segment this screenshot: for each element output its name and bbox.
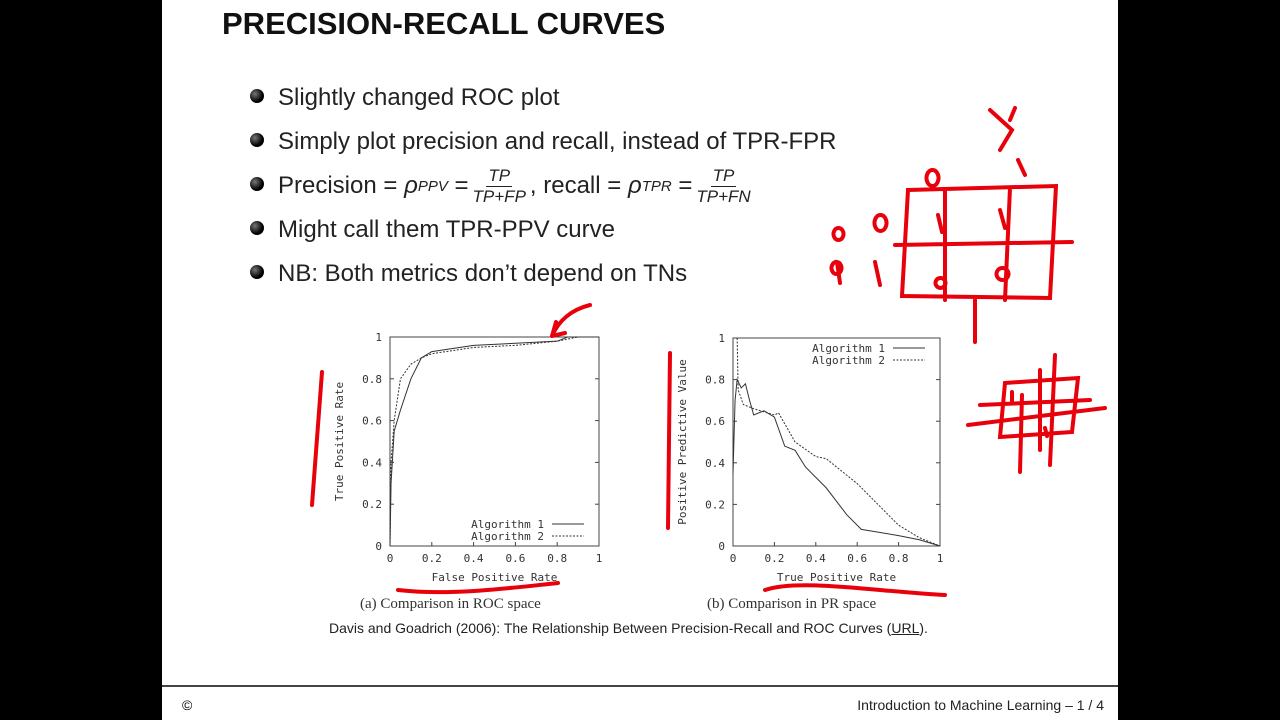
equals: = bbox=[454, 172, 469, 199]
x-tick-label: 0.2 bbox=[422, 552, 442, 565]
bullet: Slightly changed ROC plot bbox=[250, 76, 836, 120]
numerator: TP bbox=[710, 165, 737, 187]
y-axis-label: True Positive Rate bbox=[333, 382, 346, 501]
bullet-text: NB: Both metrics don’t depend on TNs bbox=[278, 260, 688, 287]
equals: = bbox=[607, 172, 622, 199]
series-line-1 bbox=[389, 336, 599, 547]
x-tick-label: 0.2 bbox=[764, 552, 784, 565]
ppv-subscript: PPV bbox=[417, 177, 448, 195]
series-line-2 bbox=[736, 337, 941, 547]
legend-label: Algorithm 2 bbox=[812, 354, 885, 367]
caption-roc: (a) Comparison in ROC space bbox=[360, 596, 541, 612]
recall-fraction: TP TP+FN bbox=[696, 166, 750, 207]
x-tick-label: 0.6 bbox=[505, 552, 525, 565]
series-line-2 bbox=[389, 336, 599, 547]
bullet-text: Simply plot precision and recall, instea… bbox=[278, 128, 837, 155]
y-tick-label: 0.4 bbox=[705, 457, 725, 470]
series-line-1 bbox=[732, 377, 941, 547]
y-tick-label: 0.8 bbox=[362, 373, 382, 386]
x-tick-label: 0 bbox=[387, 552, 394, 565]
x-axis-label: False Positive Rate bbox=[432, 571, 558, 584]
bullet: Simply plot precision and recall, instea… bbox=[250, 120, 836, 164]
y-tick-label: 0.2 bbox=[705, 498, 725, 511]
bullet-icon bbox=[250, 89, 264, 103]
rho: ρ bbox=[627, 172, 642, 199]
bullet-text: Slightly changed ROC plot bbox=[278, 84, 560, 111]
denominator: TP+FP bbox=[472, 186, 526, 206]
x-axis-label: True Positive Rate bbox=[777, 571, 896, 584]
y-tick-label: 0 bbox=[375, 540, 382, 553]
footer-text: Introduction to Machine Learning – 1 / 4 bbox=[857, 697, 1104, 713]
x-tick-label: 0.8 bbox=[547, 552, 567, 565]
citation-end: ). bbox=[919, 620, 928, 636]
slide-title: PRECISION-RECALL CURVES bbox=[222, 6, 666, 41]
plot-frame bbox=[389, 336, 600, 547]
y-tick-label: 1 bbox=[718, 332, 725, 345]
rho: ρ bbox=[404, 172, 418, 199]
y-tick-label: 0.8 bbox=[705, 374, 725, 387]
x-tick-label: 0.4 bbox=[464, 552, 484, 565]
x-tick-label: 0.8 bbox=[889, 552, 909, 565]
bullet-list: Slightly changed ROC plot Simply plot pr… bbox=[250, 76, 836, 296]
caption-pr: (b) Comparison in PR space bbox=[707, 596, 877, 612]
equals: = bbox=[383, 172, 398, 199]
tpr-subscript: TPR bbox=[641, 177, 672, 195]
x-tick-label: 0.4 bbox=[806, 552, 826, 565]
precision-label: Precision bbox=[278, 172, 377, 199]
x-tick-label: 1 bbox=[937, 552, 944, 565]
y-tick-label: 1 bbox=[375, 331, 382, 344]
precision-fraction: TP TP+FP bbox=[473, 166, 526, 207]
denominator: TP+FN bbox=[696, 186, 751, 206]
citation-link[interactable]: URL bbox=[891, 620, 920, 636]
legend-label: Algorithm 1 bbox=[471, 518, 544, 531]
y-axis-label: Positive Predictive Value bbox=[676, 359, 689, 525]
bullet: Might call them TPR-PPV curve bbox=[250, 208, 836, 252]
bullet: NB: Both metrics don’t depend on TNs bbox=[250, 252, 836, 296]
citation-text: Davis and Goadrich (2006): The Relations… bbox=[329, 620, 892, 636]
legend-label: Algorithm 2 bbox=[471, 530, 544, 543]
y-tick-label: 0.2 bbox=[362, 498, 382, 511]
numerator: TP bbox=[486, 165, 513, 187]
copyright: © bbox=[182, 697, 193, 713]
citation: Davis and Goadrich (2006): The Relations… bbox=[329, 620, 928, 636]
y-tick-label: 0.6 bbox=[362, 415, 382, 428]
equals: = bbox=[678, 172, 693, 199]
x-tick-label: 0 bbox=[730, 552, 737, 565]
x-tick-label: 1 bbox=[596, 552, 603, 565]
recall-label: , recall bbox=[529, 172, 601, 199]
plot-frame bbox=[732, 337, 941, 547]
bullet-icon bbox=[250, 133, 264, 147]
footer-divider bbox=[162, 685, 1118, 687]
bullet-icon bbox=[250, 177, 264, 191]
y-tick-label: 0 bbox=[718, 540, 725, 553]
legend-label: Algorithm 1 bbox=[812, 342, 885, 355]
y-tick-label: 0.4 bbox=[362, 456, 382, 469]
x-tick-label: 0.6 bbox=[847, 552, 867, 565]
bullet-text: Might call them TPR-PPV curve bbox=[278, 216, 615, 243]
bullet-icon bbox=[250, 221, 264, 235]
y-tick-label: 0.6 bbox=[705, 415, 725, 428]
bullet-icon bbox=[250, 265, 264, 279]
